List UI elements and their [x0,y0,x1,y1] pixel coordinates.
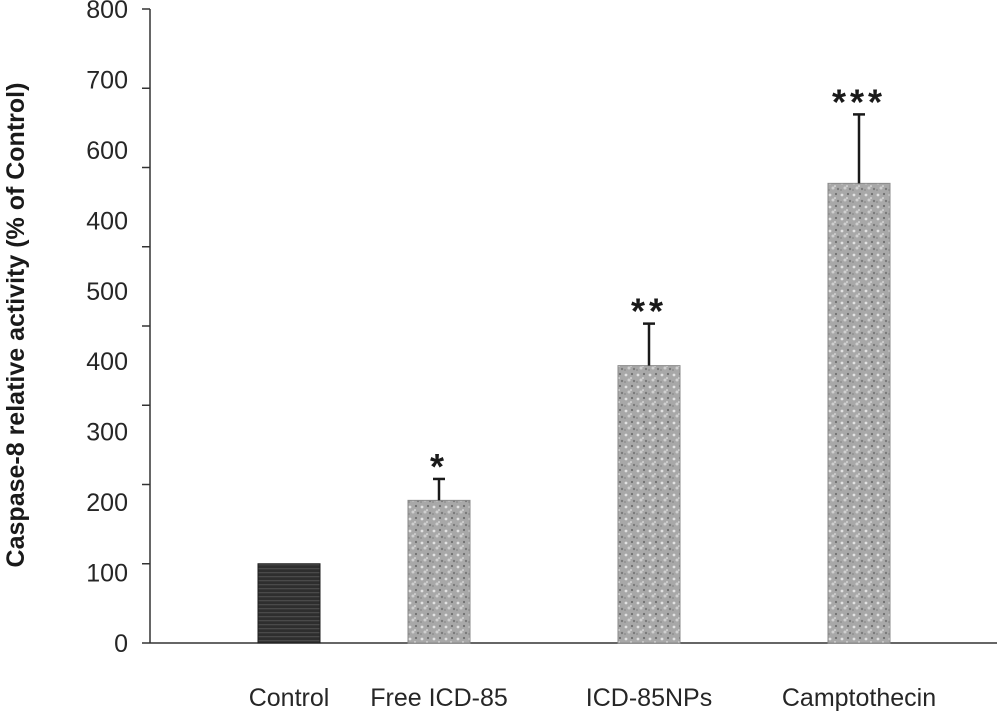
bar [827,182,891,644]
bar [257,563,321,644]
y-tick-label: 500 [86,278,128,306]
significance-marker: ** [631,291,667,332]
y-tick-label: 600 [86,137,128,165]
x-category-label: Control [249,684,330,712]
significance-marker: *** [832,81,886,122]
y-tick-label: 800 [86,0,128,24]
x-category-label: Camptothecin [782,684,936,712]
y-tick-label: 300 [86,419,128,447]
x-category-label: ICD-85NPs [586,684,712,712]
y-tick-label: 100 [86,560,128,588]
y-tick-label: 400 [86,348,128,376]
bar [407,499,471,644]
y-tick-label: 700 [86,66,128,94]
y-tick-label: 0 [114,630,128,658]
x-category-label: Free ICD-85 [370,684,508,712]
y-axis-label: Caspase-8 relative activity (% of Contro… [2,83,30,568]
bars [257,113,891,644]
labels: 0 100 200 300 400 500 400 600 700 800 Control * Free… [86,0,936,712]
y-tick-label: 400 [86,207,128,235]
bar [617,365,681,644]
significance-marker: * [430,446,448,487]
y-tick-label: 200 [86,489,128,517]
